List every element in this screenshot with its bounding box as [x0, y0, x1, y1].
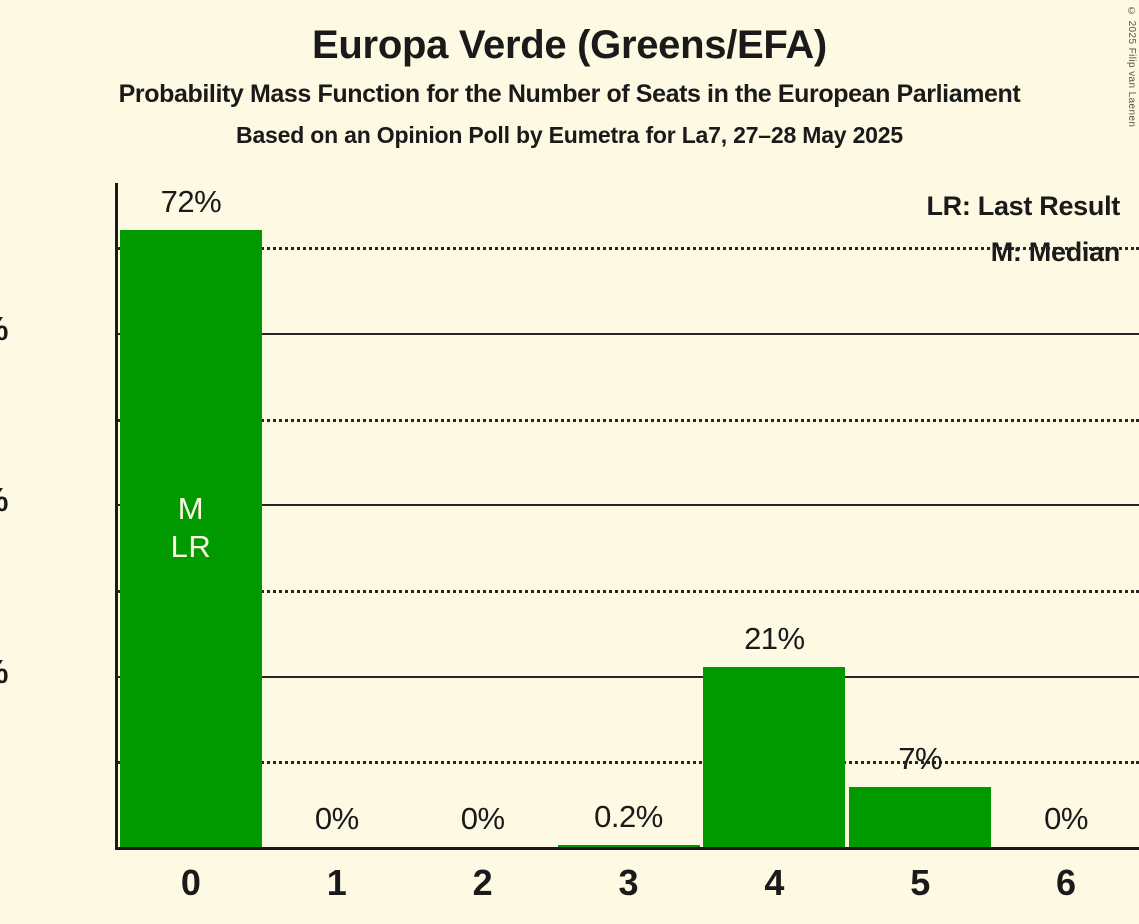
bar-seats-4: [703, 667, 846, 847]
x-tick-seats-4: 4: [764, 862, 785, 903]
bar-seats-0: M LR: [119, 230, 262, 847]
gridline-10: [118, 761, 1139, 765]
value-label-seats-5: 7%: [898, 741, 943, 777]
last-result-marker: LR: [170, 528, 212, 564]
x-tick-seats-5: 5: [910, 862, 931, 903]
value-label-seats-2: 0%: [460, 801, 505, 836]
chart-header: Europa Verde (Greens/EFA) Probability Ma…: [0, 0, 1139, 149]
legend-entry-median: M: Median: [990, 237, 1121, 268]
chart-subtitle-source: Based on an Opinion Poll by Eumetra for …: [236, 122, 903, 148]
x-tick-seats-0: 0: [180, 862, 201, 903]
bar-seats-3: [557, 845, 700, 847]
gridline-30: [118, 589, 1139, 593]
copyright-notice: © 2025 Filip van Laenen: [1126, 6, 1137, 128]
chart-legend: LR: Last Result M: Median: [926, 183, 1120, 276]
x-axis-line: [115, 847, 1139, 850]
value-label-seats-4: 21%: [744, 621, 805, 657]
gridline-70: [118, 247, 1139, 251]
bar-marker-labels: M LR: [120, 490, 262, 566]
gridline-20: [118, 675, 1139, 678]
median-marker: M: [177, 491, 205, 527]
bar-seats-5: [849, 787, 992, 847]
gridline-40: [118, 504, 1139, 507]
y-tick-60: 60%: [0, 310, 9, 348]
value-label-seats-0: 72%: [160, 184, 222, 220]
x-tick-seats-6: 6: [1056, 862, 1077, 903]
gridline-60: [118, 332, 1139, 335]
x-tick-seats-1: 1: [326, 862, 347, 903]
y-tick-40: 40%: [0, 481, 9, 519]
y-axis-line: [115, 183, 118, 850]
y-tick-20: 20%: [0, 653, 9, 691]
chart-subtitle-primary: Probability Mass Function for the Number…: [118, 80, 1021, 108]
legend-entry-last-result: LR: Last Result: [926, 191, 1120, 221]
x-tick-seats-2: 2: [472, 862, 493, 903]
value-label-seats-1: 0%: [314, 801, 359, 836]
gridline-50: [118, 418, 1139, 422]
x-tick-seats-3: 3: [618, 862, 639, 903]
value-label-seats-3: 0.2%: [594, 799, 663, 835]
page-title: Europa Verde (Greens/EFA): [312, 23, 827, 67]
value-label-seats-6: 0%: [1044, 801, 1088, 836]
plot-area: M LR: [115, 183, 1139, 850]
